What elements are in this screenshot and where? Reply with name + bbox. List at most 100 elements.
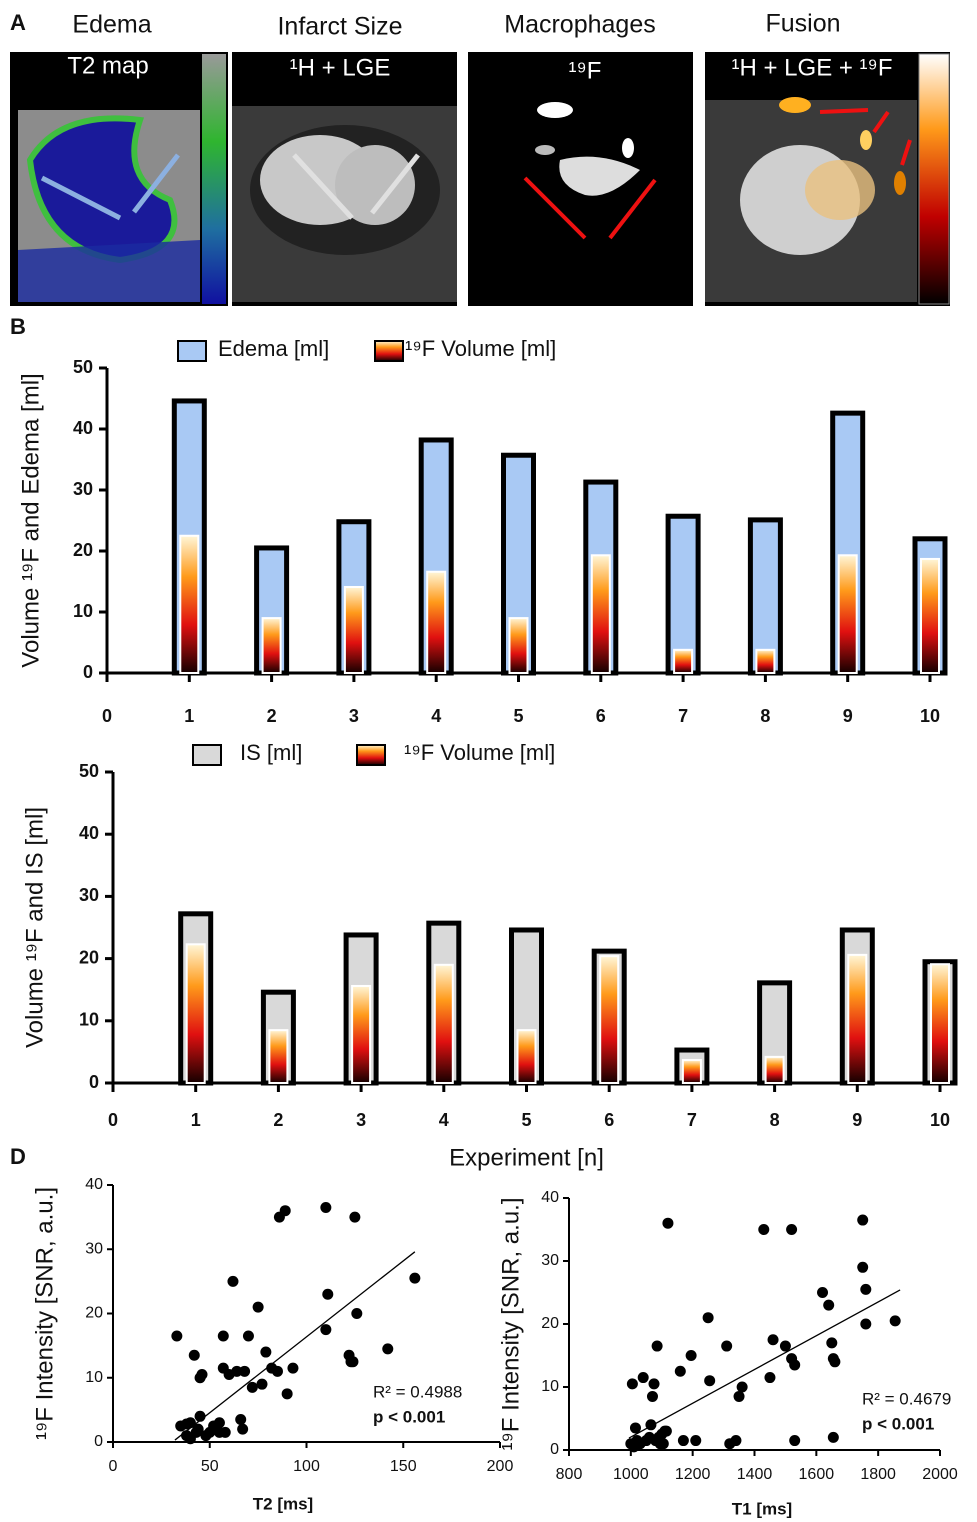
x-tick-label: 6 (604, 1110, 614, 1130)
x-tick-label: 1 (191, 1110, 201, 1130)
point (320, 1324, 332, 1336)
point (857, 1261, 869, 1273)
legend-swatch (374, 340, 404, 362)
point (171, 1330, 183, 1342)
point (764, 1372, 776, 1384)
point (637, 1372, 649, 1384)
x-tick-label: 5 (513, 706, 523, 726)
f19-bar (599, 955, 620, 1084)
x-axis-label: T2 [ms] (253, 1494, 313, 1513)
x-tick-label: 1800 (860, 1466, 896, 1483)
point (227, 1275, 239, 1287)
f19-bar (847, 953, 868, 1084)
point (702, 1312, 714, 1324)
image-label: ¹H + LGE + ¹⁹F (732, 54, 893, 81)
point (758, 1224, 770, 1235)
image-19f (468, 52, 693, 306)
f19-bar (755, 648, 776, 675)
point (786, 1224, 798, 1235)
x-tick-label: 8 (760, 706, 770, 726)
y-tick-label: 40 (73, 418, 93, 438)
y-tick-label: 30 (73, 479, 93, 499)
point (779, 1340, 791, 1352)
x-tick-label: 50 (201, 1458, 219, 1475)
x-tick-label: 7 (687, 1110, 697, 1130)
f19-bar (673, 648, 694, 675)
f19-bar (343, 585, 364, 674)
point (721, 1340, 733, 1352)
x-tick-label: 2 (273, 1110, 283, 1130)
x-tick-label: 9 (852, 1110, 862, 1130)
point (767, 1334, 779, 1346)
point (271, 1365, 283, 1377)
y-tick-label: 30 (541, 1252, 559, 1269)
f19-bar (426, 570, 447, 674)
point (677, 1435, 689, 1447)
point (235, 1414, 247, 1426)
point (736, 1381, 748, 1393)
point (196, 1369, 208, 1381)
point (281, 1388, 293, 1400)
point (826, 1337, 838, 1349)
x-tick-label: 1 (184, 706, 194, 726)
f19-bar (930, 963, 950, 1084)
point (648, 1378, 660, 1390)
point (860, 1318, 872, 1330)
point (817, 1287, 829, 1298)
point (192, 1423, 204, 1435)
point (651, 1340, 663, 1352)
x-axis-label: T1 [ms] (732, 1499, 792, 1518)
y-tick-label: 40 (85, 1176, 103, 1193)
bar (747, 517, 783, 676)
legend-label: IS [ml] (240, 740, 302, 765)
x-tick-label: 6 (596, 706, 606, 726)
x-tick-label: 0 (102, 706, 112, 726)
x-tick-label: 1600 (799, 1466, 835, 1483)
y-tick-label: 30 (85, 1240, 103, 1257)
image-lge (232, 52, 457, 306)
y-tick-label: 10 (79, 1010, 99, 1030)
f19-bar (268, 1029, 289, 1085)
point (789, 1435, 801, 1447)
x-tick-label: 200 (487, 1458, 514, 1475)
y-axis-label: Volume ¹⁹F and IS [ml] (21, 807, 48, 1048)
point (409, 1272, 421, 1284)
y-tick-label: 20 (541, 1315, 559, 1332)
legend-label: ¹⁹F Volume [ml] (404, 740, 555, 765)
point (279, 1205, 291, 1217)
point (733, 1390, 745, 1402)
point (646, 1390, 658, 1402)
image-title: Infarct Size (277, 13, 402, 41)
y-tick-label: 20 (73, 540, 93, 560)
point (626, 1378, 638, 1390)
legend-swatch (177, 340, 207, 362)
point (857, 1214, 869, 1226)
point (246, 1381, 258, 1393)
x-tick-label: 4 (431, 706, 441, 726)
point (690, 1435, 702, 1447)
panel-label: D (10, 1144, 26, 1169)
x-tick-label: 1200 (675, 1466, 711, 1483)
point (188, 1349, 200, 1361)
f19-bar (681, 1058, 702, 1084)
f19-bar (185, 943, 206, 1084)
point (629, 1422, 641, 1434)
panel-label: A (10, 10, 26, 35)
y-tick-label: 30 (79, 885, 99, 905)
y-axis-label: ¹⁹F Intensity [SNR, a.u.] (31, 1187, 58, 1440)
point (674, 1365, 686, 1377)
trendline (628, 1289, 901, 1439)
trendline (174, 1251, 416, 1441)
x-tick-label: 0 (109, 1458, 118, 1475)
y-tick-label: 10 (541, 1378, 559, 1395)
x-tick-label: 1000 (613, 1466, 649, 1483)
image-t2map (10, 52, 228, 306)
annotation: R² = 0.4988 (373, 1382, 462, 1401)
x-tick-label: 150 (390, 1458, 417, 1475)
annotation: R² = 0.4679 (862, 1389, 951, 1408)
f19-bar (179, 534, 200, 674)
f19-bar (516, 1029, 537, 1085)
y-axis-label: Volume ¹⁹F and Edema [ml] (17, 373, 44, 667)
annotation: p < 0.001 (373, 1407, 445, 1426)
